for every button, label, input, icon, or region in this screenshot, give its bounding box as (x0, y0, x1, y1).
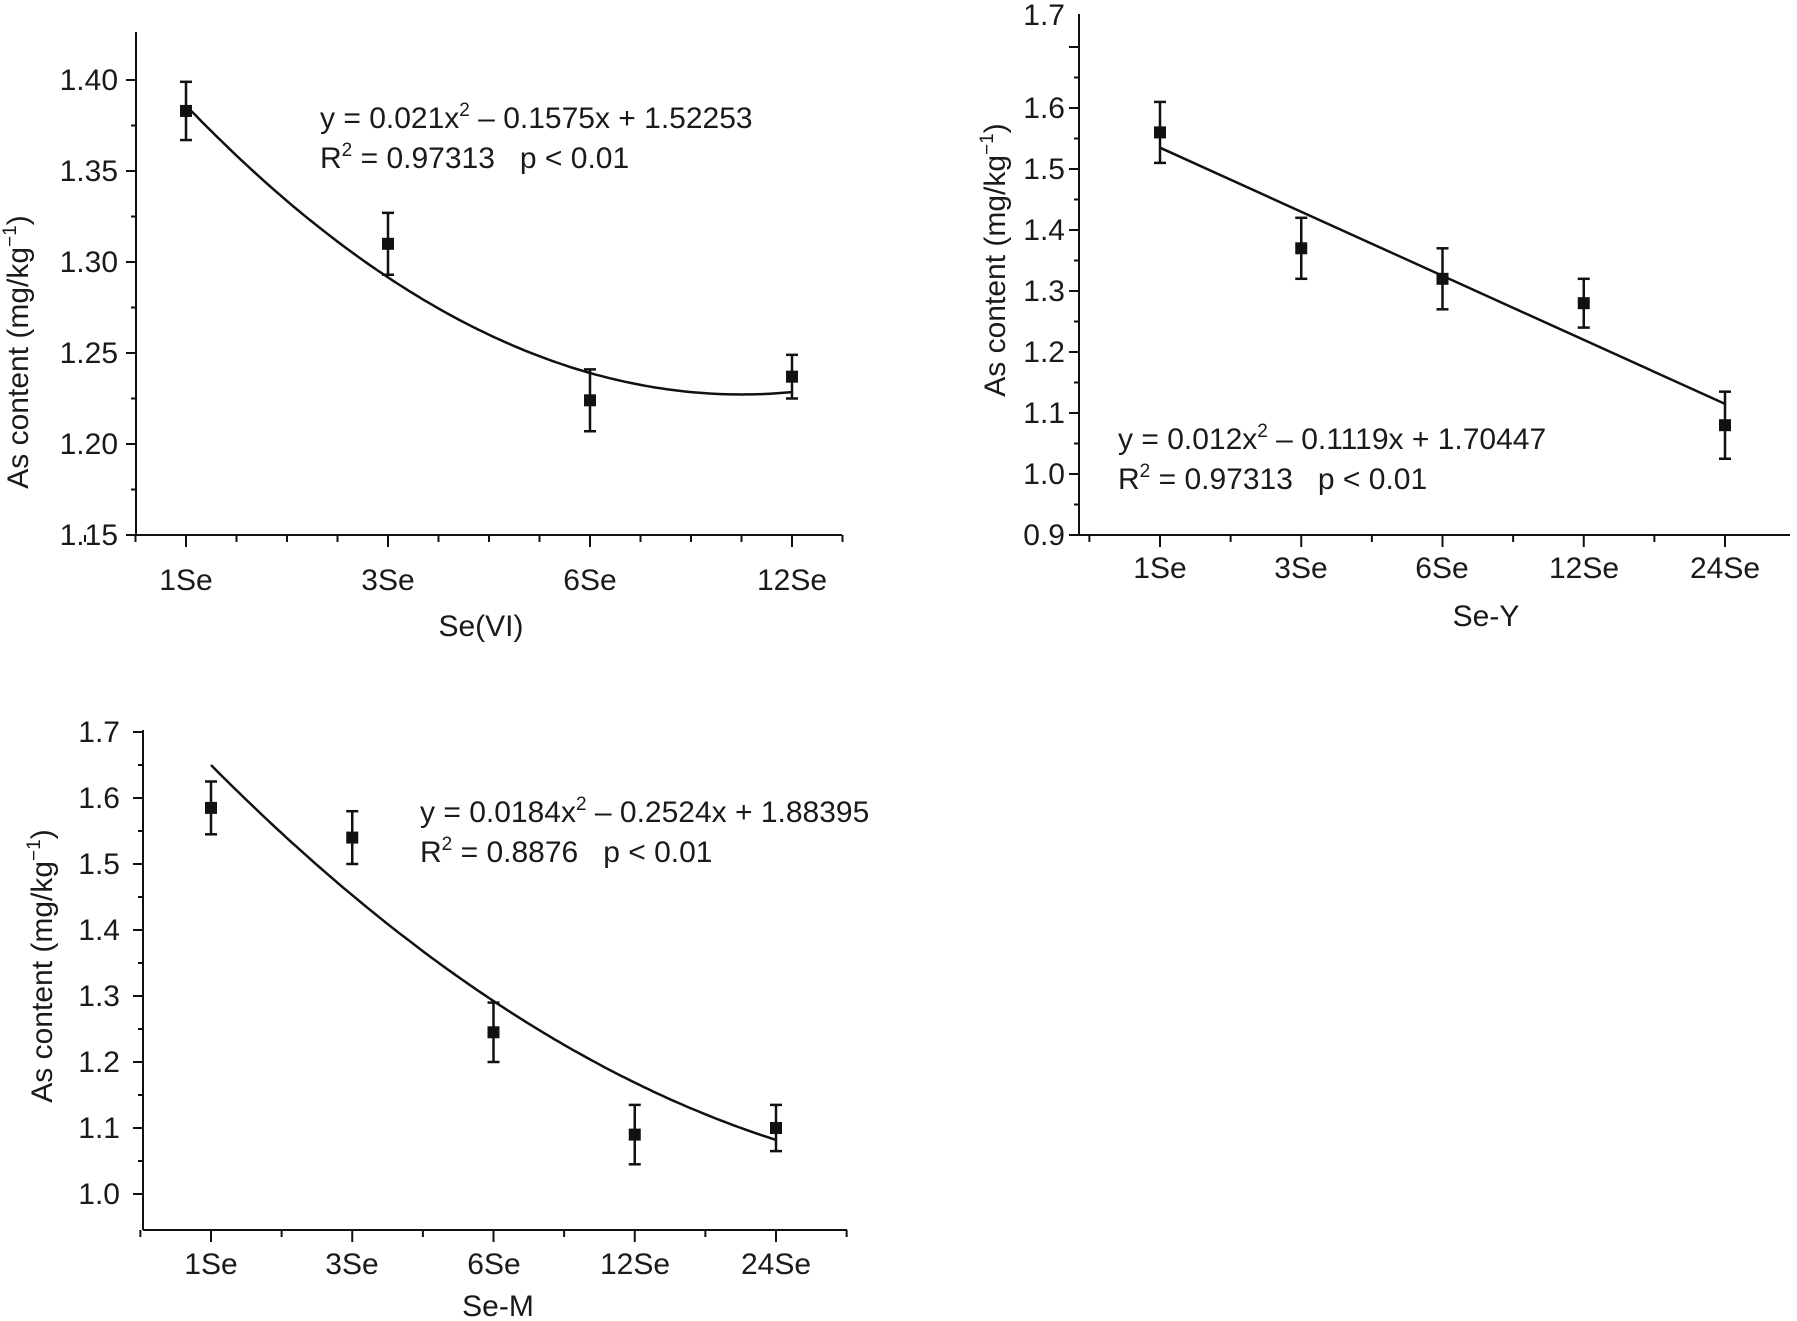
y-tick-label: 1.35 (60, 155, 118, 188)
y-axis-label: As content (mg/kg−1) (24, 829, 59, 1102)
y-tick-label: 1.40 (60, 64, 118, 97)
data-point (180, 104, 192, 117)
y-tick-label: 1.5 (78, 848, 120, 881)
y-tick-label: 1.1 (78, 1112, 120, 1145)
y-tick-label: 1.3 (1023, 275, 1065, 308)
y-tick-label: 1.2 (78, 1046, 120, 1079)
data-point (1154, 126, 1166, 139)
y-tick-label: 0.9 (1023, 519, 1065, 552)
y-axis-label: As content (mg/kg−1) (977, 123, 1012, 396)
x-axis-label: Se-Y (1453, 600, 1520, 633)
x-axis-label: Se-M (462, 1290, 534, 1321)
x-tick-label: 24Se (1690, 552, 1760, 585)
y-tick-label: 1.20 (60, 428, 118, 461)
y-tick-label: 1.4 (1023, 214, 1065, 247)
fit-r2: R2 = 0.97313 p < 0.01 (1118, 461, 1427, 496)
fit-r2: R2 = 0.8876 p < 0.01 (420, 834, 712, 869)
fit-equation: y = 0.012x2 – 0.1119x + 1.70447 (1118, 421, 1546, 456)
data-point (628, 1128, 641, 1141)
data-point (584, 394, 596, 407)
chart-se-y: 0.9 1.0 1.1 1.2 1.3 1.4 1.5 1.6 1.7 1Se … (977, 0, 1790, 633)
x-axis-label: Se(VI) (438, 610, 523, 643)
y-tick-label: 1.3 (78, 980, 120, 1013)
y-axis-label: As content (mg/kg−1) (0, 215, 35, 488)
y-tick-label: 1.7 (78, 716, 120, 749)
chart-se-m: 1.0 1.1 1.2 1.3 1.4 1.5 1.6 1.7 1Se 3Se … (24, 716, 869, 1321)
y-tick-label: 1.2 (1023, 336, 1065, 369)
x-tick-label: 6Se (1415, 552, 1468, 585)
x-tick-label: 12Se (600, 1248, 670, 1281)
x-tick-label: 3Se (1274, 552, 1327, 585)
y-tick-label: 1.0 (1023, 458, 1065, 491)
data-point (346, 831, 359, 844)
x-tick-label: 1Se (184, 1248, 237, 1281)
data-point (1295, 242, 1308, 255)
x-tick-label: 3Se (325, 1248, 378, 1281)
x-tick-label: 12Se (757, 564, 827, 597)
x-tick-label: 6Se (563, 564, 616, 597)
x-tick-label: 1Se (1133, 552, 1186, 585)
chart-se-vi: 1.15 1.20 1.25 1.30 1.35 1.40 1Se 3Se 6S… (0, 32, 844, 643)
data-point (1436, 272, 1449, 285)
data-point (205, 801, 217, 814)
y-tick-label: 1.7 (1023, 0, 1065, 32)
fit-curve (210, 764, 777, 1142)
x-tick-label: 6Se (467, 1248, 520, 1281)
fit-curve (185, 104, 793, 396)
data-point (1577, 297, 1590, 310)
y-tick-label: 1.15 (60, 519, 118, 552)
fit-equation: y = 0.021x2 – 0.1575x + 1.52253 (320, 100, 753, 135)
x-tick-label: 1Se (159, 564, 212, 597)
y-tick-label: 1.0 (78, 1178, 120, 1211)
data-point (487, 1026, 500, 1039)
y-tick-label: 1.6 (1023, 92, 1065, 125)
data-point (770, 1122, 782, 1134)
x-tick-label: 12Se (1549, 552, 1619, 585)
data-point (1719, 419, 1731, 432)
x-tick-label: 24Se (741, 1248, 811, 1281)
data-point (786, 370, 798, 383)
fit-r2: R2 = 0.97313 p < 0.01 (320, 140, 629, 175)
y-tick-label: 1.5 (1023, 153, 1065, 186)
y-tick-label: 1.4 (78, 914, 120, 947)
fit-equation: y = 0.0184x2 – 0.2524x + 1.88395 (420, 794, 869, 829)
x-tick-label: 3Se (361, 564, 414, 597)
y-tick-label: 1.25 (60, 337, 118, 370)
data-point (382, 237, 394, 250)
y-tick-label: 1.30 (60, 246, 118, 279)
y-tick-label: 1.1 (1023, 397, 1065, 430)
y-tick-label: 1.6 (78, 782, 120, 815)
